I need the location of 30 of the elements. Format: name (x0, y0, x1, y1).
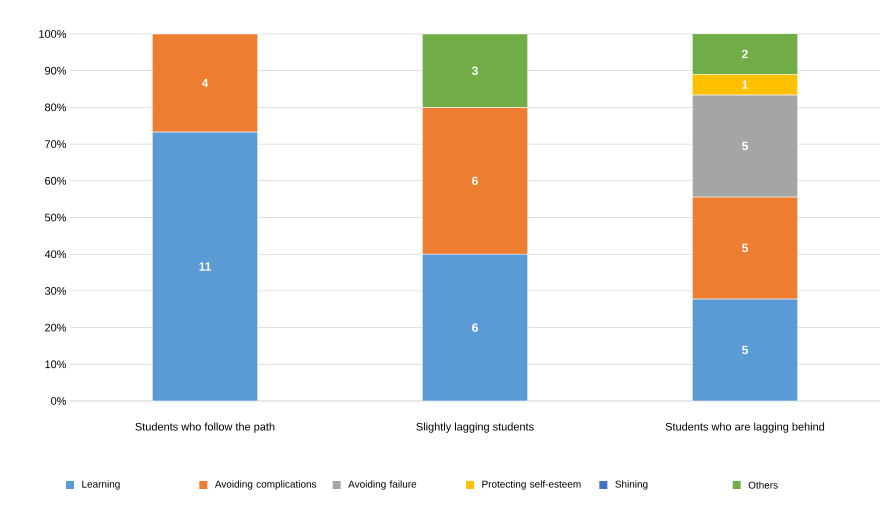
annotation: 3 (472, 66, 478, 75)
annotation: 6 (472, 323, 478, 332)
legend-label: Others (748, 481, 778, 489)
y-tick-label: 40% (44, 250, 66, 258)
annotation: 2 (742, 50, 748, 58)
y-tick-label: 20% (45, 324, 66, 332)
legend-label: Avoiding failure (348, 480, 416, 490)
y-tick-label: 70% (45, 140, 66, 148)
y-tick-label: 50% (44, 214, 66, 222)
legend-label: Avoiding complications (214, 480, 316, 490)
annotation: 11 (199, 262, 211, 271)
legend-label: Learning (82, 480, 120, 490)
annotation: 5 (742, 142, 748, 150)
legend-label: Protecting self-esteem (482, 480, 581, 490)
y-tick-label: 100% (39, 30, 66, 38)
x-tick-label: Slightly lagging students (416, 422, 534, 433)
y-tick-label: 60% (45, 176, 66, 185)
annotation: 5 (742, 346, 748, 354)
y-tick-label: 80% (45, 104, 66, 112)
y-tick-label: 0% (51, 397, 66, 405)
x-tick-label: Students who are lagging behind (666, 422, 824, 433)
x-tick-label: Students who follow the path (135, 422, 274, 433)
legend-label: Shining (615, 480, 648, 490)
y-tick-label: 30% (44, 287, 66, 295)
y-tick-label: 90% (45, 66, 66, 75)
annotation: 4 (202, 78, 208, 88)
y-tick-label: 10% (45, 360, 66, 368)
annotation: 1 (742, 80, 748, 89)
annotation: 6 (472, 176, 478, 186)
annotation: 5 (742, 244, 748, 252)
